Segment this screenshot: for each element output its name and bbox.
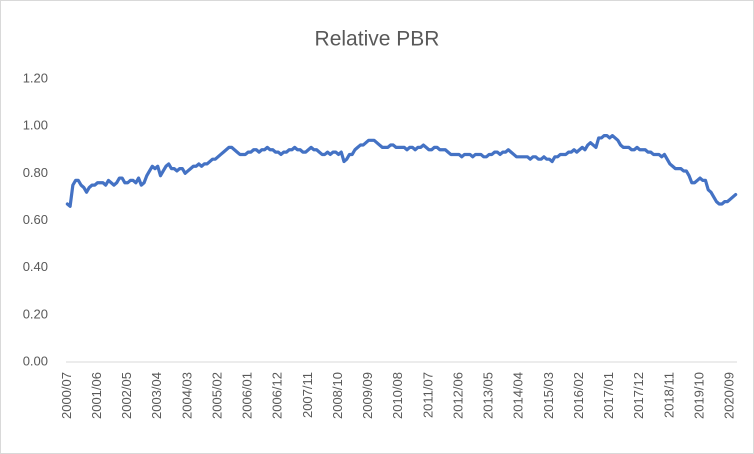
y-tick-label: 0.60 [23,212,48,227]
x-tick-label: 2005/02 [209,372,224,419]
x-tick-label: 2010/08 [390,372,405,419]
line-series [65,134,738,208]
y-tick-label: 0.20 [23,306,48,321]
x-tick-label: 2000/07 [59,372,74,419]
x-tick-label: 2013/05 [481,372,496,419]
y-tick-label: 0.00 [23,353,48,368]
x-tick-label: 2020/09 [722,372,737,419]
x-tick-label: 2001/06 [89,372,104,419]
x-tick-label: 2015/03 [541,372,556,419]
x-tick-label: 2017/12 [631,372,646,419]
x-tick-label: 2008/10 [330,372,345,419]
x-tick-label: 2011/07 [420,372,435,418]
x-tick-label: 2007/11 [300,372,315,418]
y-tick-label: 0.80 [23,165,48,180]
y-tick-label: 1.20 [23,70,48,85]
x-tick-label: 2006/12 [270,372,285,419]
x-tick-label: 2014/04 [511,372,526,419]
x-tick-label: 2009/09 [360,372,375,419]
y-tick-label: 1.00 [23,118,48,133]
x-tick-label: 2002/05 [119,372,134,419]
x-tick-label: 2016/02 [571,372,586,419]
y-tick-label: 0.40 [23,259,48,274]
x-tick-label: 2003/04 [149,372,164,419]
x-tick-label: 2006/01 [240,372,255,419]
x-tick-label: 2004/03 [179,372,194,419]
x-tick-label: 2019/10 [691,372,706,419]
x-tick-label: 2018/11 [661,372,676,418]
chart-title: Relative PBR [315,28,440,51]
x-tick-label: 2017/01 [601,372,616,419]
x-tick-label: 2012/06 [450,372,465,419]
